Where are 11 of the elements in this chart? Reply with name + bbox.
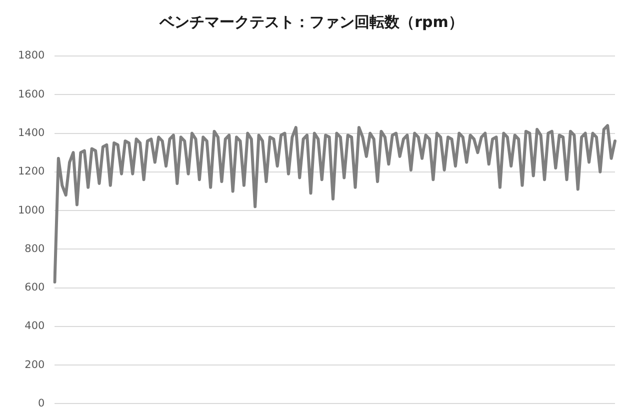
y-tick-label: 1600 xyxy=(18,88,45,100)
y-tick-label: 0 xyxy=(38,397,45,410)
y-tick-label: 1200 xyxy=(18,166,45,178)
y-tick-label: 200 xyxy=(24,358,45,371)
y-tick-label: 1400 xyxy=(18,127,45,139)
y-tick-label: 600 xyxy=(24,282,45,294)
y-tick-label: 800 xyxy=(24,242,45,255)
y-tick-label: 1800 xyxy=(18,50,45,62)
y-tick-label: 1000 xyxy=(18,204,45,216)
chart-title: ベンチマークテスト：ファン回転数（rpm） xyxy=(158,12,464,31)
y-tick-label: 400 xyxy=(24,320,45,332)
